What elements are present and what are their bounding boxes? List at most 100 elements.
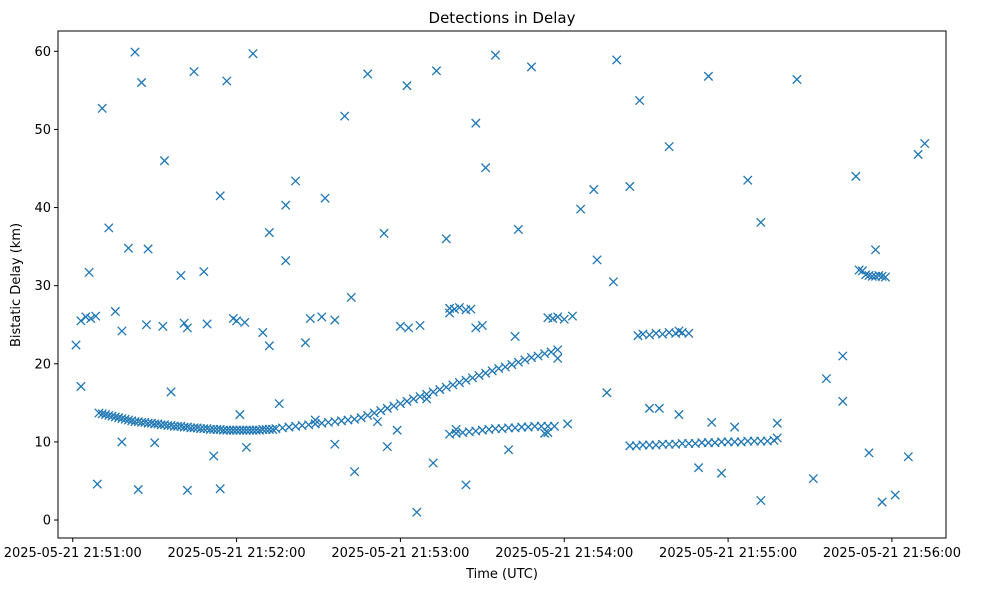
data-point [749,436,759,446]
y-tick-label: 20 [34,357,51,372]
data-point [808,473,818,484]
data-point [261,424,271,435]
data-point [756,495,766,506]
y-axis-ticks: 0 10 20 30 40 50 60 [34,45,58,529]
data-point [215,191,225,201]
data-point [317,312,327,322]
data-point [870,245,881,255]
data-point [222,76,232,86]
data-point [625,441,635,451]
data-point [500,362,510,372]
data-point [471,323,481,333]
plot-marks [71,47,930,517]
data-point [723,437,733,447]
data-point [503,445,514,455]
data-point [821,373,832,384]
data-point [684,328,694,338]
data-point [150,438,160,448]
data-point [241,425,252,435]
data-point [903,452,913,462]
data-point [258,424,268,435]
y-tick-label: 10 [34,435,51,450]
data-point [674,326,684,336]
data-point [562,419,573,429]
data-point [281,200,291,210]
data-point [240,317,250,328]
data-point [92,479,102,489]
data-point [756,436,766,446]
data-point [402,81,412,91]
x-axis-label: Time (UTC) [465,567,538,582]
data-point [461,480,471,490]
data-point [245,425,255,435]
data-point [300,338,311,348]
data-point [851,171,861,181]
data-point [264,341,275,351]
data-point [267,424,278,435]
data-point [258,327,268,338]
data-point [729,437,740,447]
data-point [76,316,86,326]
data-point [71,340,81,350]
data-point [513,357,524,367]
data-point [104,223,114,233]
data-point [864,448,874,458]
data-point [86,313,96,324]
data-point [664,439,674,449]
data-point [513,224,524,235]
data-point [664,141,674,152]
data-point [176,270,186,281]
x-tick-label: 2025-05-21 21:52:00 [168,546,306,561]
data-point [372,416,383,427]
data-point [441,382,451,392]
x-tick-label: 2025-05-21 21:54:00 [495,546,633,561]
data-point [890,490,900,500]
data-point [182,323,193,333]
data-point [84,267,94,278]
data-point [179,318,189,328]
plot-frame [57,30,947,539]
data-point [575,204,586,214]
data-point [290,176,301,186]
data-point [389,401,399,411]
data-point [838,396,848,406]
data-point [248,425,258,435]
data-point [310,415,320,425]
data-point [638,440,648,450]
data-point [395,321,406,331]
data-point [854,265,864,275]
data-point [530,421,540,431]
y-tick-label: 30 [34,279,51,294]
data-point [880,272,891,282]
data-point [408,394,419,404]
data-point [654,403,664,413]
data-point [412,507,422,517]
data-point [340,111,350,121]
x-tick-label: 2025-05-21 21:56:00 [823,546,961,561]
data-point [330,439,340,449]
x-axis-ticks: 2025-05-21 21:51:00 2025-05-21 21:52:00 20… [4,538,961,561]
y-axis-label: Bistatic Delay (km) [9,223,24,347]
y-tick-label: 40 [34,201,51,216]
data-point [490,423,501,434]
data-point [141,320,152,330]
data-point [772,433,782,443]
data-point [202,319,212,329]
data-point [539,428,550,438]
data-point [707,417,717,428]
data-point [199,266,209,277]
x-tick-label: 2025-05-21 21:53:00 [331,546,469,561]
data-point [362,69,373,79]
data-point [143,244,153,254]
data-point [208,424,219,435]
x-tick-label: 2025-05-21 21:51:00 [4,546,142,561]
data-point [448,380,458,390]
data-point [756,217,766,228]
data-point [533,351,543,361]
data-point [195,423,206,434]
data-point [772,418,782,428]
data-point [320,193,330,203]
data-point [305,313,315,324]
data-point [215,484,225,494]
data-point [123,243,134,253]
